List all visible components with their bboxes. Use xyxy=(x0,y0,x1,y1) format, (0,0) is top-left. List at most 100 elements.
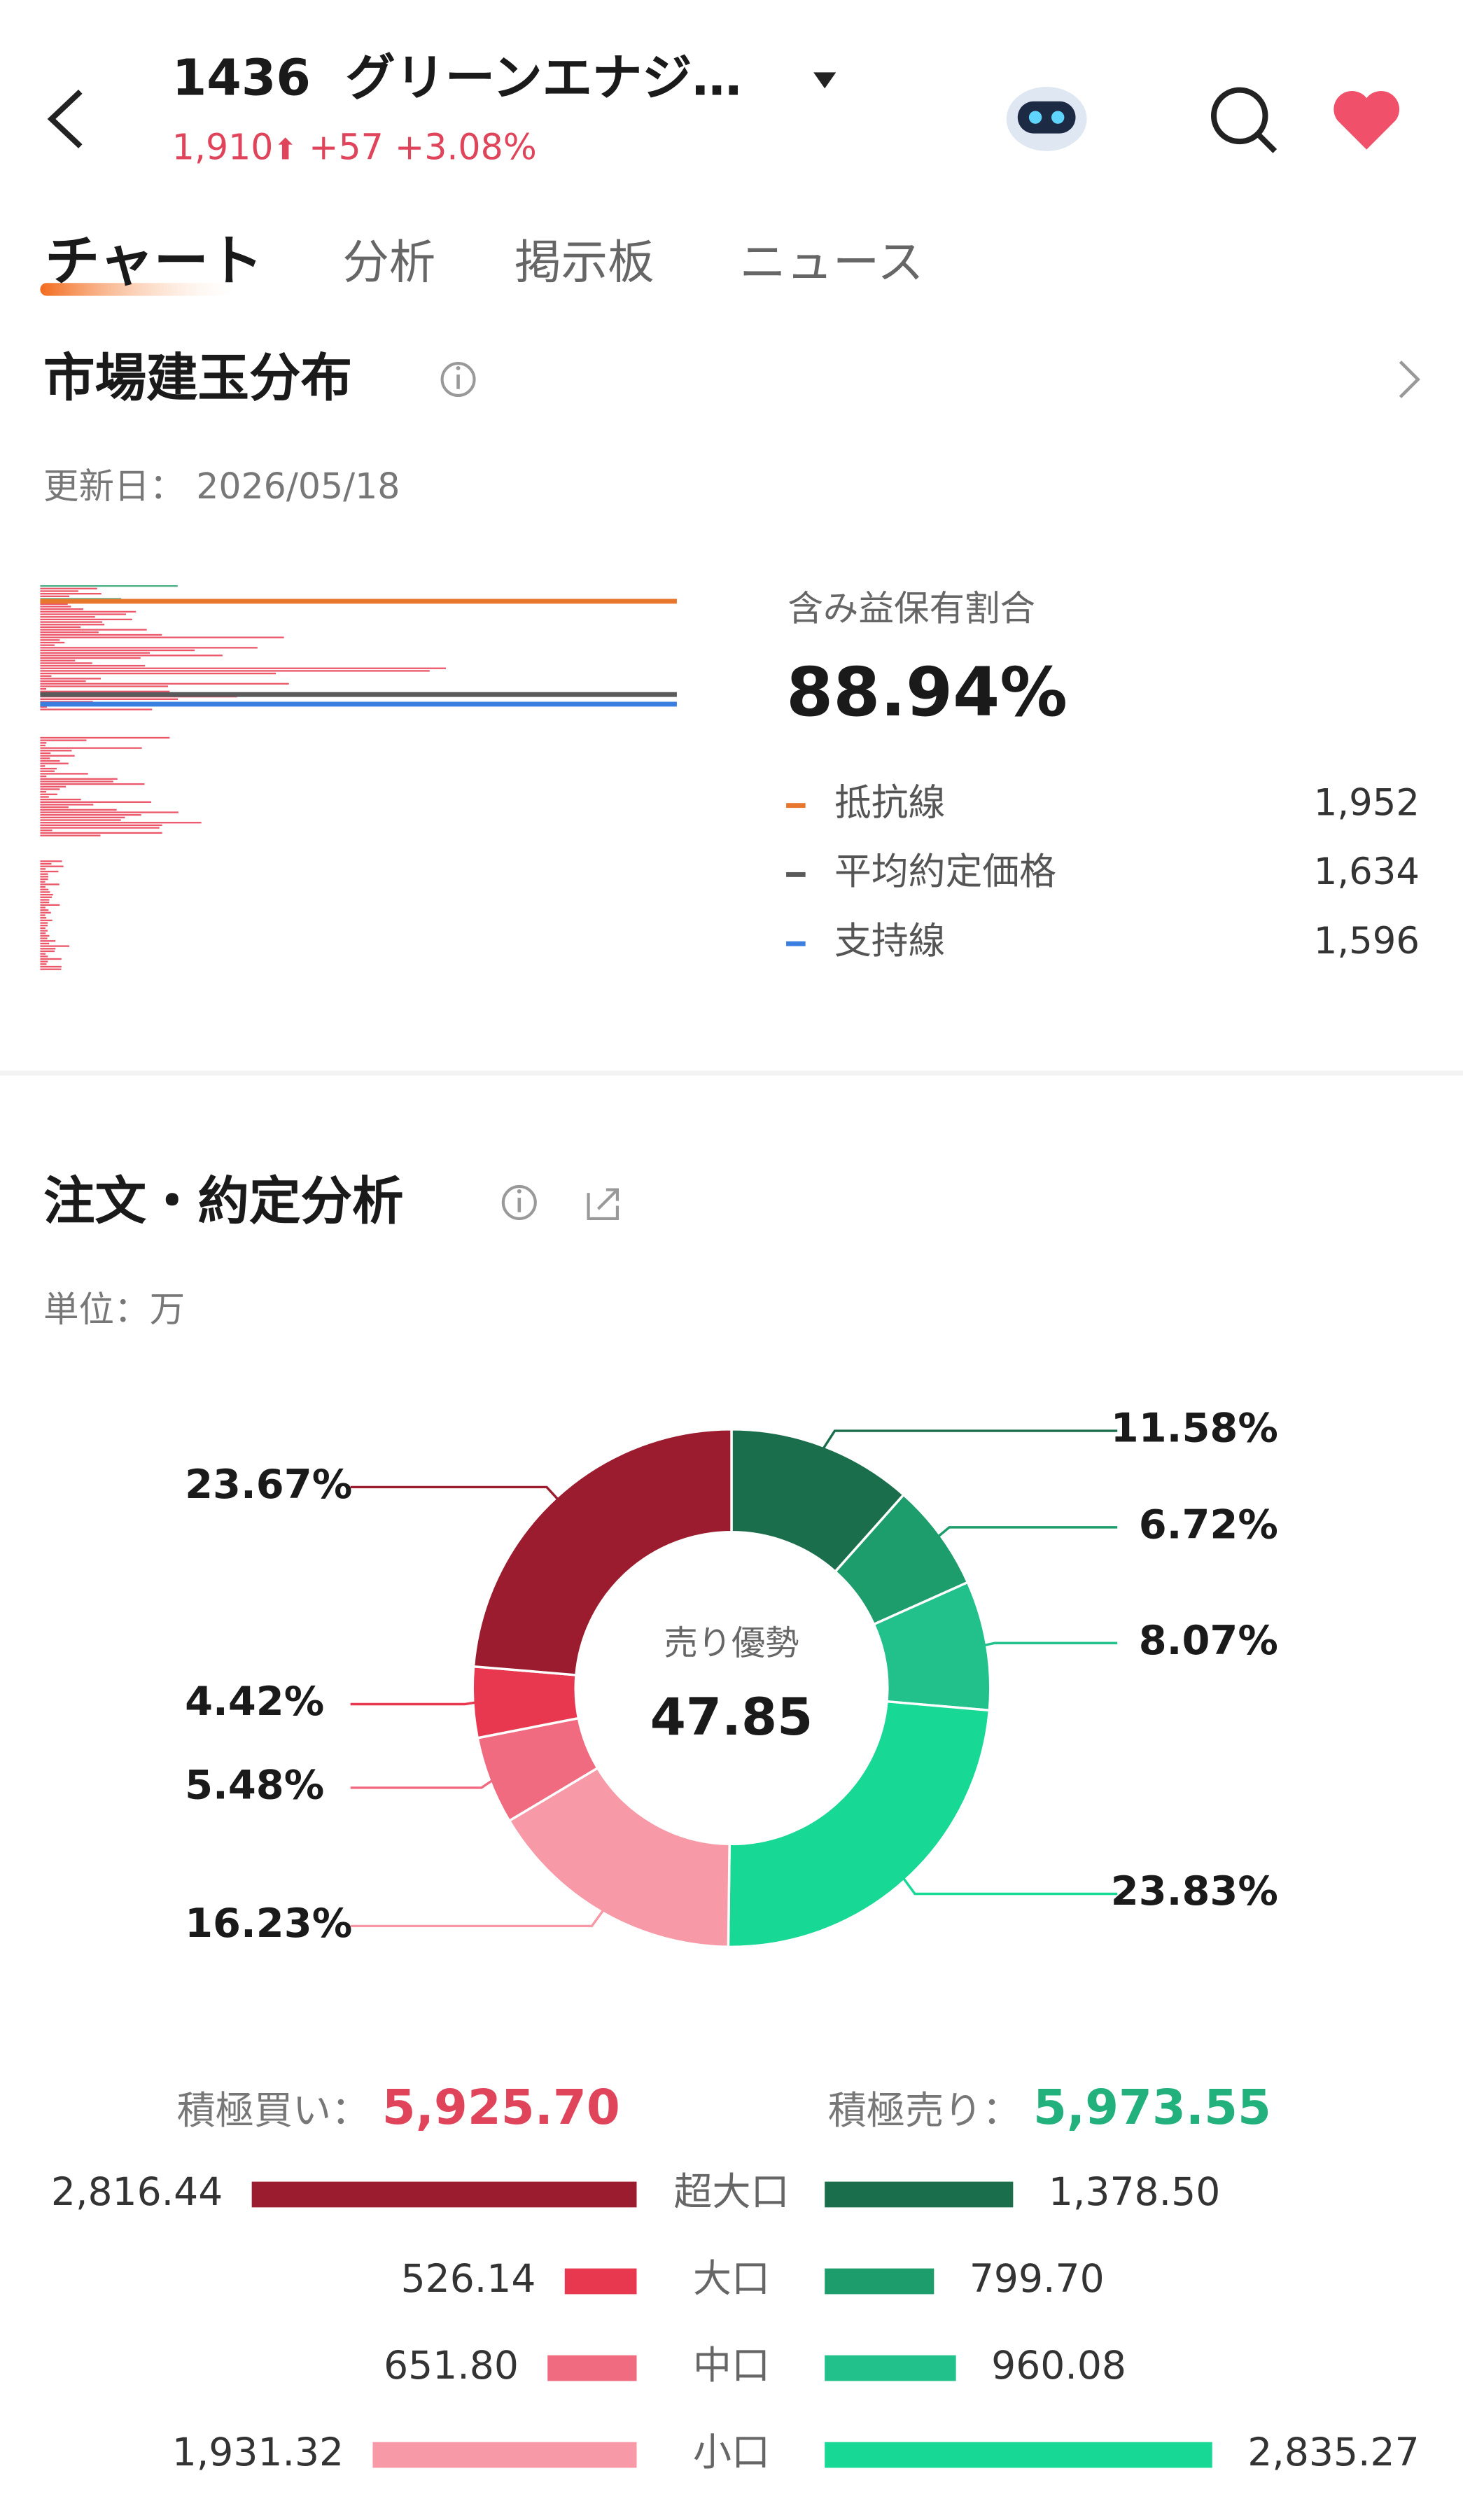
distribution-bar xyxy=(40,955,48,958)
distribution-bar xyxy=(40,868,46,870)
distribution-bar xyxy=(40,922,48,924)
distribution-bar xyxy=(40,942,50,945)
sell-value: 960.08 xyxy=(991,2343,1126,2388)
distribution-bar xyxy=(40,616,95,618)
distribution-bar xyxy=(40,662,92,664)
donut-label: 6.72% xyxy=(1139,1501,1278,1548)
distribution-bar xyxy=(40,698,178,700)
distribution-bar xyxy=(40,613,127,615)
sell-bar xyxy=(825,2355,956,2381)
distribution-bar xyxy=(40,911,51,913)
distribution-bar xyxy=(40,678,102,680)
distribution-bar xyxy=(40,742,47,744)
distribution-bar xyxy=(40,672,276,675)
distribution-bar xyxy=(40,808,117,811)
search-icon[interactable] xyxy=(1210,87,1278,153)
tab[interactable]: 掲示板 xyxy=(514,234,654,290)
legend-value: 1,634 xyxy=(1313,852,1420,894)
distribution-bar xyxy=(40,641,65,644)
buy-total-value: 5,925.70 xyxy=(382,2080,620,2137)
distribution-bar xyxy=(40,595,69,597)
change: +57 xyxy=(309,128,384,169)
price: 1,910 xyxy=(172,128,274,169)
distribution-bar xyxy=(40,930,48,932)
size-label: 中口 xyxy=(693,2343,770,2388)
legend-value: 1,596 xyxy=(1313,921,1420,963)
legend-value: 1,952 xyxy=(1313,783,1420,825)
buy-value: 651.80 xyxy=(384,2343,519,2388)
distribution-bar xyxy=(40,636,284,638)
sell-value: 2,835.27 xyxy=(1247,2430,1419,2474)
robot-icon[interactable] xyxy=(1006,87,1087,151)
more-icon[interactable] xyxy=(1399,360,1420,398)
dropdown-icon[interactable] xyxy=(813,72,836,89)
distribution-bar xyxy=(40,896,52,898)
tab[interactable]: チャート xyxy=(45,230,263,295)
distribution-bar xyxy=(40,860,62,862)
distribution-bar xyxy=(40,739,87,741)
distribution-bar xyxy=(40,901,50,904)
distribution-bar xyxy=(40,968,62,970)
distribution-bar xyxy=(40,862,52,865)
info-icon[interactable] xyxy=(440,361,476,398)
distribution-bar xyxy=(40,865,64,867)
leader-line xyxy=(350,1700,478,1706)
distribution-bar xyxy=(40,893,53,896)
back-icon[interactable] xyxy=(47,89,83,148)
updated-label: 更新日： xyxy=(43,468,186,508)
legend-swatch xyxy=(786,941,806,946)
distribution-bar xyxy=(40,925,48,927)
buy-value: 526.14 xyxy=(401,2256,536,2301)
distribution-bar xyxy=(40,621,103,623)
distribution-bar xyxy=(40,796,49,798)
distribution-bar xyxy=(40,644,55,646)
distribution-bar xyxy=(40,953,46,955)
tab[interactable]: ニュース xyxy=(739,234,924,290)
sell-total-value: 5,973.55 xyxy=(1032,2080,1271,2137)
distribution-bar xyxy=(40,888,49,890)
sell-label: 積極売り： xyxy=(827,2088,1021,2134)
buy-bar xyxy=(564,2268,637,2295)
distribution-bar xyxy=(40,873,48,875)
profit-ratio: 88.94% xyxy=(786,652,1068,732)
price-line xyxy=(40,692,677,697)
distribution-bar xyxy=(40,958,62,960)
distribution-bar xyxy=(40,824,162,827)
stock-title: 1436 グリーンエナジ… xyxy=(172,54,742,104)
distribution-bar xyxy=(40,685,169,687)
distribution-bar xyxy=(40,778,118,780)
distribution-bar xyxy=(40,775,47,778)
distribution-bar xyxy=(40,752,51,755)
distribution-bar xyxy=(40,832,162,834)
distribution-bar xyxy=(40,757,50,760)
buy-bar xyxy=(251,2181,637,2208)
legend-swatch xyxy=(786,872,806,877)
distribution-bar xyxy=(40,626,81,629)
distribution-bar xyxy=(40,736,170,739)
favorite-icon[interactable] xyxy=(1334,90,1400,150)
distribution-bar xyxy=(40,593,102,595)
distribution-bar xyxy=(40,634,162,636)
distribution-bar xyxy=(40,670,430,672)
unit: 単位：万 xyxy=(43,1291,186,1331)
distribution-bar xyxy=(40,899,50,901)
donut-segment xyxy=(472,1428,733,1676)
distribution-bar xyxy=(40,606,71,608)
distribution-bar xyxy=(40,919,52,922)
distribution-bar xyxy=(40,675,52,677)
distribution-bar xyxy=(40,950,55,953)
info-icon[interactable] xyxy=(501,1184,537,1220)
distribution-bar xyxy=(40,744,46,747)
distribution-bar xyxy=(40,631,99,634)
distribution-bar xyxy=(40,937,48,939)
legend-label: 支持線 xyxy=(834,921,946,963)
tab[interactable]: 分析 xyxy=(342,234,436,290)
share-icon[interactable] xyxy=(587,1188,619,1220)
size-label: 超大口 xyxy=(673,2169,789,2214)
leader-line xyxy=(350,1778,496,1789)
sell-bar xyxy=(825,2181,1014,2208)
distribution-bar xyxy=(40,876,49,878)
